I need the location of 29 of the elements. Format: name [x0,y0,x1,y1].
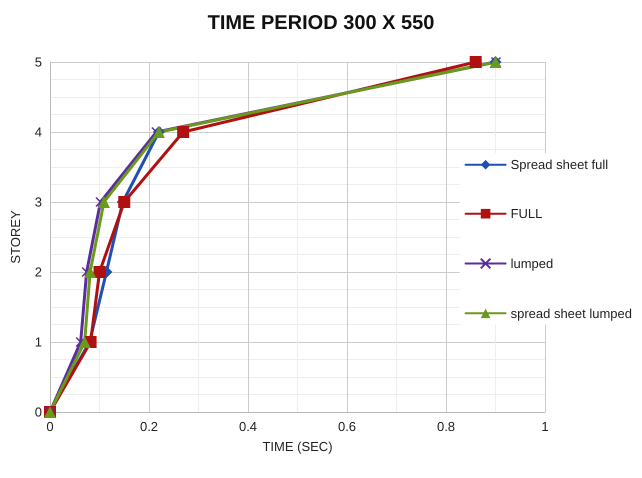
chart-title: TIME PERIOD 300 X 550 [208,12,434,34]
x-axis-title: TIME (SEC) [262,439,333,454]
x-tick-label: 0.6 [338,419,356,434]
legend-label: lumped [510,256,554,271]
y-tick-label: 4 [34,124,42,140]
legend-label: FULL [510,206,542,222]
point [470,56,482,68]
x-tick-label: 0.2 [140,419,158,434]
point [95,196,106,208]
point [75,336,86,348]
point [98,196,110,208]
x-tick-label: 0 [46,419,54,434]
y-tick-label: 5 [34,54,42,70]
legend-label: spread sheet lumped [510,306,632,321]
y-tick-label: 0 [34,404,42,420]
legend-label: Spread sheet full [510,157,608,172]
x-tick-label: 0.8 [436,419,456,434]
point [81,266,92,278]
y-tick-label: 1 [34,334,42,350]
x-tick-label: 0.4 [238,419,258,434]
point [78,336,91,348]
y-tick-label: 3 [34,194,42,210]
point [84,266,96,278]
y-axis-title: STOREY [8,210,23,264]
point [151,126,162,138]
point [177,126,190,138]
point [94,266,106,278]
x-tick-label: 1 [541,419,549,434]
y-tick-label: 2 [34,264,42,280]
